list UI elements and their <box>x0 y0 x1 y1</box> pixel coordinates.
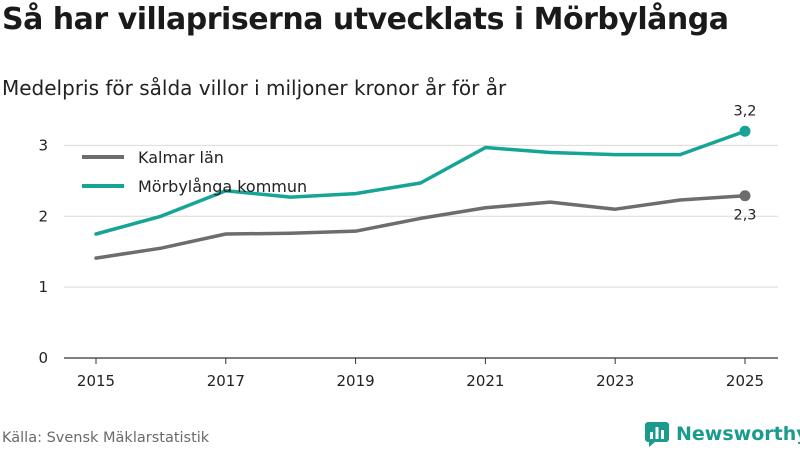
series-line-kalmar-lan <box>94 193 747 260</box>
legend-label: Mörbylånga kommun <box>138 177 307 196</box>
series-line-morbylanga-kommun <box>94 129 747 236</box>
brand-logo[interactable]: Newsworthy <box>644 420 800 448</box>
y-tick-label: 0 <box>38 349 48 367</box>
brand-name: Newsworthy <box>676 423 800 445</box>
end-point-marker <box>739 125 751 137</box>
y-tick-label: 1 <box>38 278 48 296</box>
x-tick-label: 2021 <box>466 372 504 390</box>
chart-title: Så har villapriserna utvecklats i Mörbyl… <box>2 2 729 37</box>
end-value-label: 2,3 <box>733 208 756 224</box>
x-tick-label: 2019 <box>337 372 375 390</box>
source-note: Källa: Svensk Mäklarstatistik <box>2 430 210 446</box>
x-tick-label: 2025 <box>726 372 764 390</box>
x-tick-label: 2017 <box>207 372 245 390</box>
chart-subtitle: Medelpris för sålda villor i miljoner kr… <box>2 76 507 100</box>
end-point-marker <box>739 190 751 202</box>
legend-label: Kalmar län <box>138 148 224 167</box>
y-tick-label: 3 <box>38 136 48 154</box>
x-tick-label: 2023 <box>596 372 634 390</box>
newsworthy-logo-icon <box>645 422 669 447</box>
end-value-label: 3,2 <box>733 103 756 119</box>
y-tick-label: 2 <box>38 207 48 225</box>
x-tick-label: 2015 <box>77 372 115 390</box>
